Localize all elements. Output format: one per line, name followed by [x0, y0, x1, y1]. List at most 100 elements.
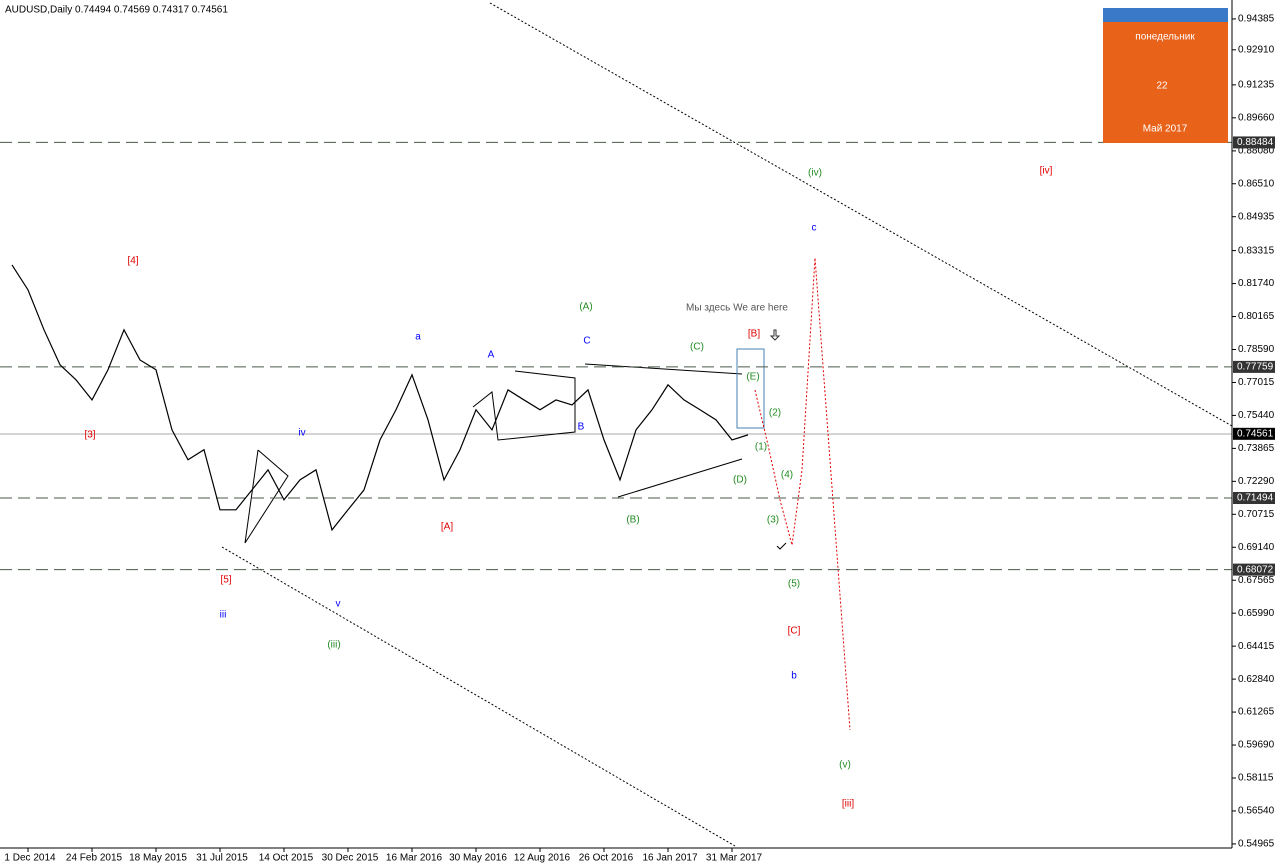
level-label: 0.77759 [1237, 362, 1274, 373]
axes: 0.94385 0.92910 0.91235 0.89660 0.88080 0.865… [4, 14, 1275, 864]
wave-label: Мы здесь We are here [686, 303, 788, 314]
x-tick-label: 18 May 2015 [129, 853, 187, 864]
y-tick-label: 0.75440 [1238, 410, 1275, 421]
wave-label: iii [220, 610, 227, 621]
level-label: 0.71494 [1237, 493, 1274, 504]
wave-label: [5] [220, 575, 231, 586]
x-tick-label: 26 Oct 2016 [579, 853, 634, 864]
calendar-month: Май 2017 [1143, 124, 1188, 135]
wave-label: iv [298, 428, 305, 439]
wave-label: (C) [690, 342, 704, 353]
x-tick-label: 16 Jan 2017 [642, 853, 697, 864]
x-tick-label: 16 Mar 2016 [386, 853, 443, 864]
triangle [244, 449, 289, 544]
arrow-icon [769, 329, 781, 341]
y-tick-label: 0.65990 [1238, 608, 1275, 619]
y-tick-label: 0.61265 [1238, 707, 1275, 718]
wave-label: [B] [748, 329, 760, 340]
y-tick-label: 0.92910 [1238, 44, 1275, 55]
y-tick-label: 0.59690 [1238, 740, 1275, 751]
level-label: 0.68072 [1237, 564, 1274, 575]
y-tick-label: 0.64415 [1238, 641, 1275, 652]
wave-label: C [583, 336, 590, 347]
y-tick-label: 0.62840 [1238, 674, 1275, 685]
level-label-bg [1233, 563, 1275, 576]
calendar-weekday: понедельник [1135, 32, 1195, 43]
series [11, 264, 749, 532]
y-tick-label: 0.91235 [1238, 80, 1275, 91]
y-tick-label: 0.58115 [1238, 773, 1274, 784]
wave-label: (5) [788, 579, 800, 590]
wave-label: B [578, 422, 585, 433]
y-tick-label: 0.86510 [1238, 178, 1275, 189]
wave-label: a [415, 332, 421, 343]
wave-label: (1) [755, 442, 767, 453]
x-tick-label: 12 Aug 2016 [514, 853, 571, 864]
price-line [11, 264, 749, 532]
last-price-label: 0.74561 [1237, 428, 1274, 439]
wave-label: (D) [733, 475, 747, 486]
y-tick-label: 0.81740 [1238, 278, 1275, 289]
trend-line [221, 546, 736, 847]
last-price-bg [1233, 427, 1275, 440]
calendar: понедельник 22 Май 2017 [1103, 8, 1228, 143]
wave-label: A [488, 350, 495, 361]
levels [0, 141, 1232, 571]
x-tick-label: 31 Mar 2017 [706, 853, 763, 864]
wave-label: c [812, 223, 817, 234]
x-tick-label: 14 Oct 2015 [259, 853, 314, 864]
y-tick-label: 0.94385 [1238, 14, 1275, 25]
triangle [584, 363, 743, 375]
wave-label: (v) [839, 760, 851, 771]
wave-label: v [336, 599, 341, 610]
wave-label: [C] [788, 626, 801, 637]
annotations: [4] [3] [5] iii iv v (iii) a [A] A C B (A) (C) (B) (D) (… [84, 166, 1052, 810]
wave-label: [4] [127, 256, 138, 267]
y-tick-label: 0.89660 [1238, 112, 1275, 123]
wave-label: (E) [746, 372, 759, 383]
level-label-bg [1233, 492, 1275, 505]
y-tick-label: 0.78590 [1238, 344, 1275, 355]
wave-label: (iv) [808, 168, 822, 179]
y-tick-label: 0.56540 [1238, 806, 1275, 817]
wave-label: (3) [767, 515, 779, 526]
trend-lines [0, 2, 1233, 847]
calendar-body [1103, 8, 1228, 143]
wave-label: (iii) [327, 640, 340, 651]
level-label-bg [1233, 360, 1275, 373]
y-tick-label: 0.67565 [1238, 575, 1275, 586]
x-tick-label: 30 May 2016 [449, 853, 507, 864]
wave-label: [A] [441, 522, 453, 533]
highlight-box [736, 348, 765, 429]
wave-label: (B) [626, 515, 639, 526]
wave-label: (2) [769, 408, 781, 419]
x-tick-label: 31 Jul 2015 [196, 853, 248, 864]
forecast-path [754, 257, 851, 731]
y-tick-label: 0.69140 [1238, 542, 1275, 553]
y-tick-label: 0.73865 [1238, 443, 1275, 454]
triangle [617, 458, 743, 498]
x-tick-label: 1 Dec 2014 [4, 853, 56, 864]
x-tick-label: 30 Dec 2015 [322, 853, 379, 864]
y-tick-label: 0.54965 [1238, 839, 1275, 850]
calendar-day: 22 [1156, 81, 1168, 92]
y-tick-label: 0.88080 [1238, 146, 1275, 157]
wave-label: (A) [579, 302, 592, 313]
calendar-strip [1103, 8, 1228, 22]
y-tick-label: 0.72290 [1238, 476, 1275, 487]
chart-title: AUDUSD,Daily 0.74494 0.74569 0.74317 0.7… [5, 5, 228, 16]
y-tick-label: 0.70715 [1238, 509, 1275, 520]
x-tick-label: 24 Feb 2015 [66, 853, 123, 864]
wave-label: (4) [781, 470, 793, 481]
y-tick-label: 0.84935 [1238, 211, 1275, 222]
y-tick-label: 0.77015 [1238, 377, 1275, 388]
wave-label: [iv] [1040, 166, 1053, 177]
wave-label: [3] [84, 430, 95, 441]
level-label-bg [1233, 136, 1275, 149]
check-icon [776, 542, 787, 550]
wave-label: b [791, 671, 797, 682]
wave-label: [iii] [842, 799, 854, 810]
triangle [472, 370, 576, 441]
level-label: 0.88484 [1237, 137, 1274, 148]
